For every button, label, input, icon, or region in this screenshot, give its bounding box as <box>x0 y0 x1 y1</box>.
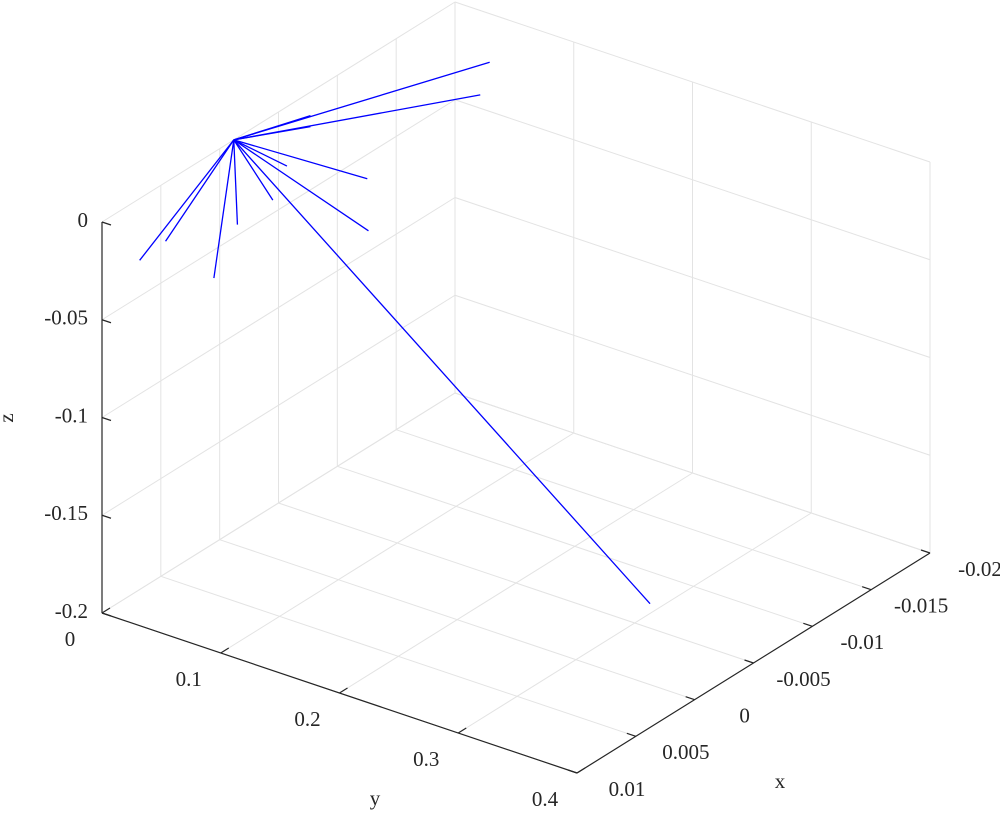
z-tick-label: -0.1 <box>55 403 88 427</box>
y-tick-label: 0.2 <box>294 707 320 731</box>
x-tick <box>861 586 872 591</box>
grid-line <box>454 99 931 261</box>
y-tick <box>220 647 230 654</box>
y-tick-label: 0.1 <box>176 667 202 691</box>
data-line <box>233 115 311 141</box>
x-tick-label: -0.005 <box>776 667 830 691</box>
grid-line <box>454 1 931 163</box>
x-tick <box>626 732 637 737</box>
data-line <box>233 139 651 605</box>
x-tick <box>685 696 695 701</box>
z-tick-label: -0.2 <box>55 599 88 623</box>
grid-line <box>454 197 931 358</box>
data-line <box>233 139 239 225</box>
x-tick-label: 0.01 <box>609 777 646 801</box>
data-line <box>233 139 368 180</box>
z-tick-label: -0.05 <box>44 306 88 330</box>
y-tick-label: 0.4 <box>532 787 559 811</box>
data-line <box>233 139 369 232</box>
x-tick-label: -0.02 <box>958 557 1000 581</box>
data-line <box>165 139 235 242</box>
grid-line <box>101 392 456 614</box>
grid-line <box>454 392 931 554</box>
grid-line <box>101 1 456 223</box>
grid-line <box>457 512 812 734</box>
grid-line <box>101 197 456 418</box>
x-tick <box>744 659 754 664</box>
y-tick-label: 0 <box>65 627 76 651</box>
y-tick <box>339 687 348 694</box>
z-tick <box>101 416 112 422</box>
y-tick <box>576 767 586 774</box>
x-tick-label: 0 <box>739 703 750 727</box>
x-tick-label: 0.005 <box>662 740 709 764</box>
grid-line <box>101 294 456 516</box>
data-line <box>233 125 311 141</box>
data-line <box>233 139 288 167</box>
z-tick-label: 0 <box>78 208 89 232</box>
z-tick <box>101 319 112 324</box>
z-tick <box>101 221 112 226</box>
y-axis-label: y <box>370 786 381 810</box>
z-axis-label: z <box>0 413 18 422</box>
z-tick-label: -0.15 <box>44 501 88 525</box>
grid-line <box>220 432 575 654</box>
z-tick <box>101 514 112 519</box>
x-axis-label: x <box>775 769 786 793</box>
y-tick <box>101 607 111 614</box>
x-tick-label: -0.015 <box>894 593 948 617</box>
x-tick <box>567 769 578 774</box>
grid-line <box>339 472 693 694</box>
grid-line <box>101 99 456 321</box>
x-tick <box>920 549 931 554</box>
y-tick-label: 0.3 <box>413 747 439 771</box>
x-tick-label: -0.01 <box>840 630 884 654</box>
z-tick <box>101 612 112 617</box>
data-line <box>213 139 235 279</box>
data-line <box>233 139 274 201</box>
data-line <box>139 139 235 261</box>
x-tick <box>803 622 813 627</box>
y-tick <box>457 727 467 734</box>
grid-line <box>454 294 931 456</box>
